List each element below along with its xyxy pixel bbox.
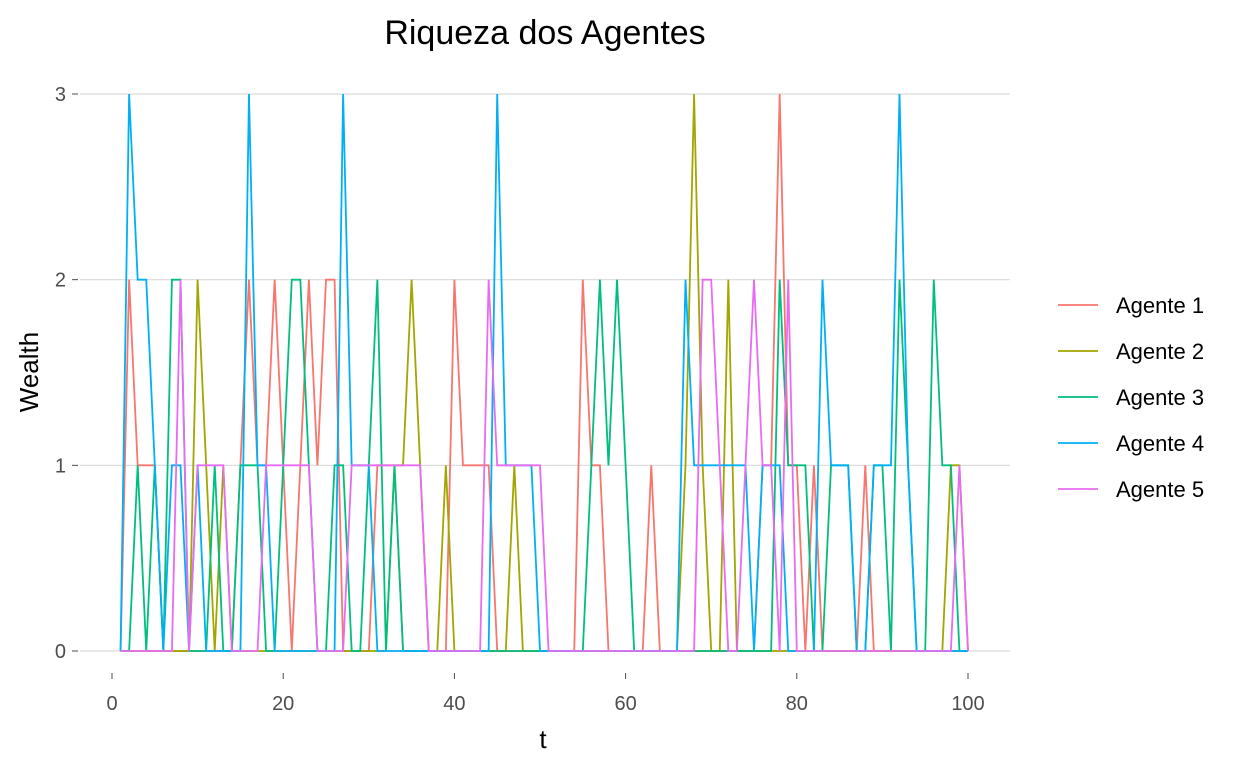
legend-label: Agente 2 xyxy=(1116,339,1204,364)
y-axis-title: Wealth xyxy=(14,332,44,412)
x-tick-label: 20 xyxy=(272,693,294,715)
y-tick-label: 3 xyxy=(55,84,66,106)
series-lines xyxy=(119,93,969,652)
y-tick-label: 1 xyxy=(55,455,66,477)
legend-label: Agente 3 xyxy=(1116,385,1204,410)
series-line-agente-4 xyxy=(119,93,968,652)
x-axis-title: t xyxy=(539,724,547,754)
x-tick-label: 0 xyxy=(106,693,117,715)
series-line-agente-5 xyxy=(120,278,969,652)
y-tick-label: 2 xyxy=(55,270,66,292)
legend-label: Agente 1 xyxy=(1116,293,1204,318)
legend: Agente 1 Agente 2 Agente 3 Agente 4 Agente 5 xyxy=(1058,293,1204,502)
x-tick-label: 60 xyxy=(614,693,636,715)
legend-label: Agente 4 xyxy=(1116,431,1204,456)
x-tick-label: 80 xyxy=(786,693,808,715)
chart-title: Riqueza dos Agentes xyxy=(384,14,705,52)
legend-label: Agente 5 xyxy=(1116,477,1204,502)
x-tick-label: 40 xyxy=(443,693,465,715)
y-tick-label: 0 xyxy=(55,641,66,663)
x-tick-label: 100 xyxy=(951,693,984,715)
axes: 0 1 2 3 0 20 40 60 80 100 xyxy=(55,84,985,715)
